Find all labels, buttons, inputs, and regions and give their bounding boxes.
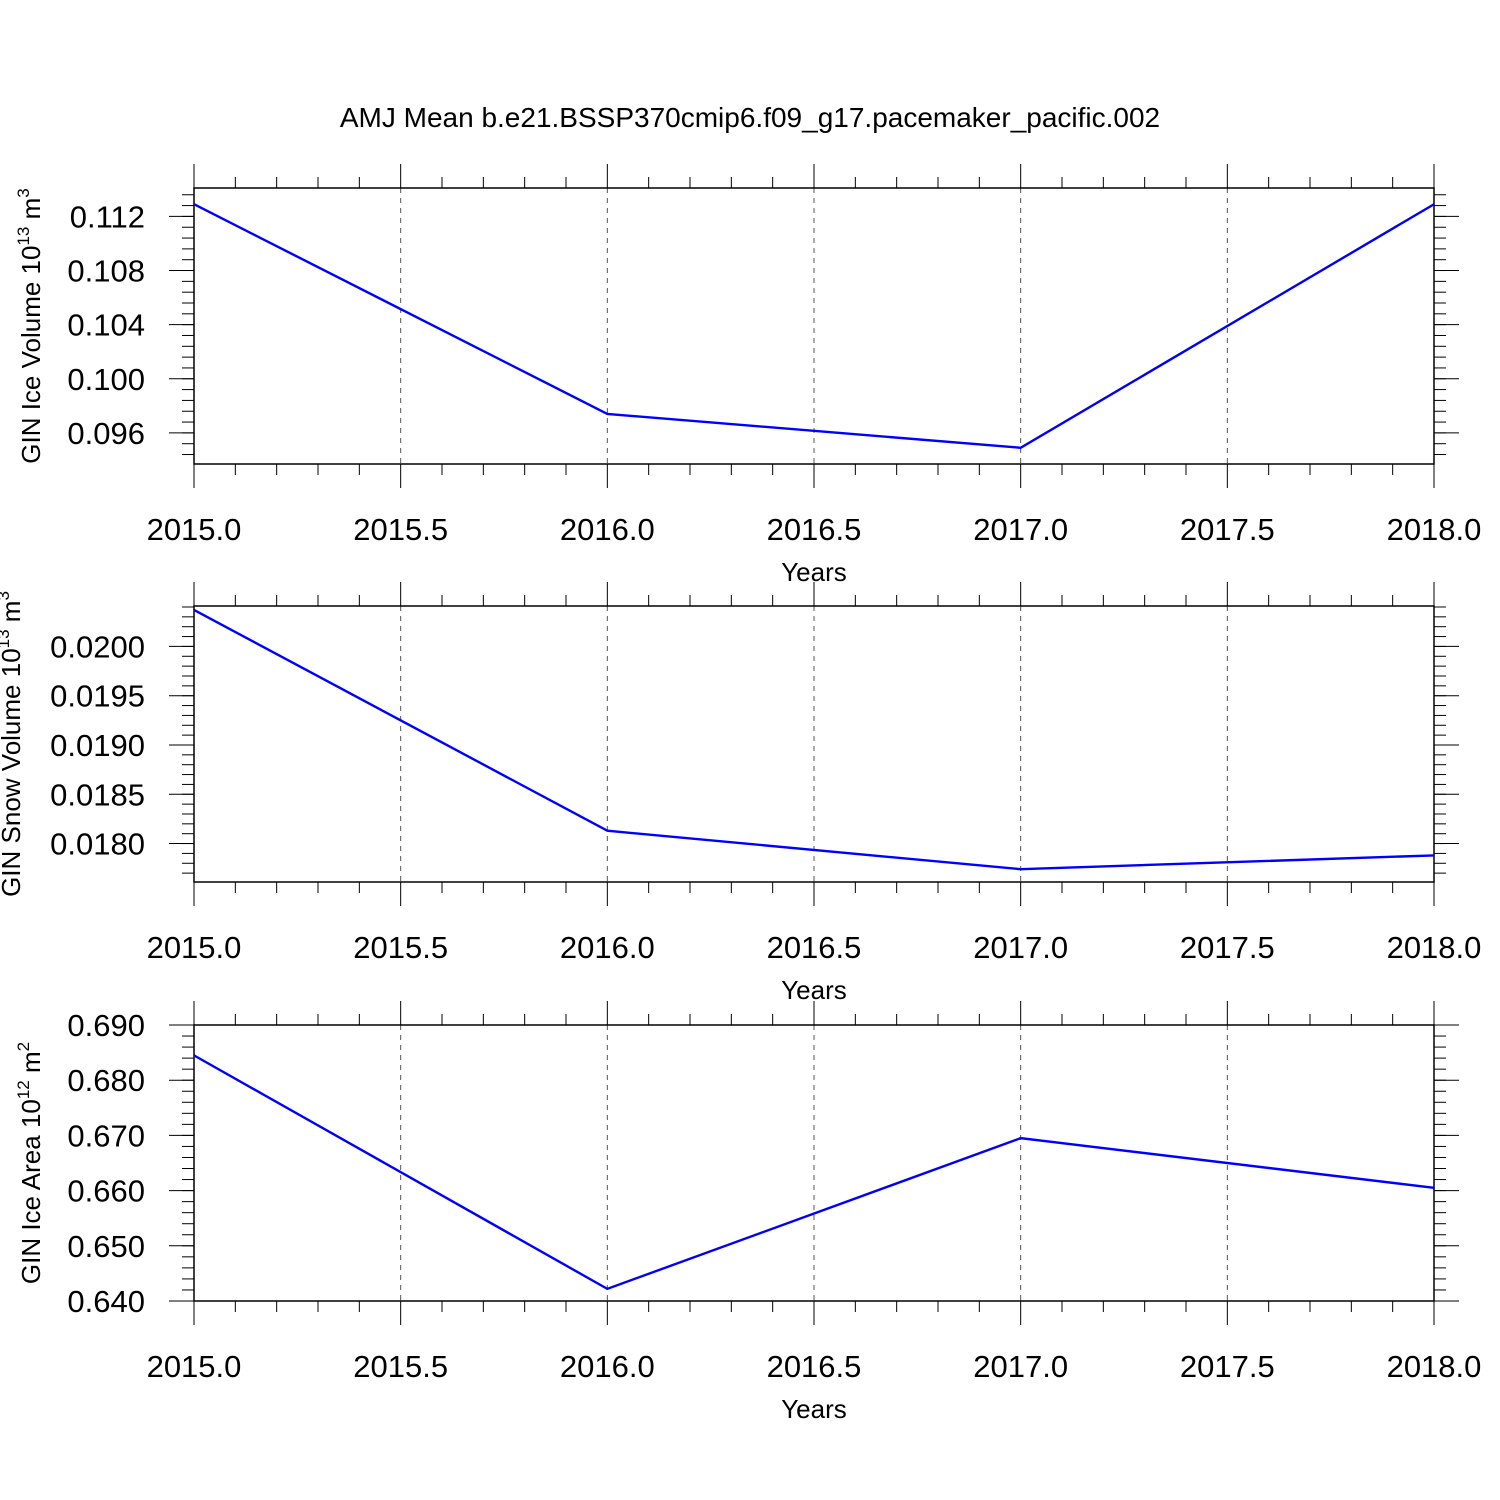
x-tick-label: 2018.0 [1387, 930, 1482, 965]
y-axis-label-superscript: 3 [14, 188, 33, 197]
x-tick-label: 2015.0 [147, 930, 242, 965]
x-tick-label: 2018.0 [1387, 1349, 1482, 1384]
x-tick-label: 2017.5 [1180, 930, 1275, 965]
x-tick-label: 2017.0 [973, 512, 1068, 547]
x-tick-label: 2016.0 [560, 512, 655, 547]
y-axis-label-text: GIN Snow Volume 10 [0, 648, 26, 897]
y-tick-label: 0.680 [67, 1063, 145, 1098]
y-axis-label-superscript: 3 [0, 591, 13, 600]
x-tick-label: 2015.5 [353, 512, 448, 547]
x-tick-label: 2015.0 [147, 512, 242, 547]
y-tick-label: 0.104 [67, 308, 145, 343]
y-tick-label: 0.096 [67, 416, 145, 451]
x-tick-label: 2016.5 [767, 512, 862, 547]
y-tick-label: 0.108 [67, 254, 145, 289]
x-tick-label: 2017.5 [1180, 512, 1275, 547]
y-tick-label: 0.660 [67, 1174, 145, 1209]
series-line [193, 203, 1435, 449]
y-axis-label: GIN Ice Volume 1013 m3 [14, 188, 46, 464]
x-tick-label: 2016.0 [560, 930, 655, 965]
y-tick-label: 0.0185 [50, 777, 145, 812]
y-axis-label-text: m [16, 198, 46, 227]
x-axis-label: Years [781, 975, 847, 1005]
y-axis-label-text: m [0, 601, 26, 630]
x-tick-label: 2017.5 [1180, 1349, 1275, 1384]
y-axis-label: GIN Snow Volume 1013 m3 [0, 591, 26, 897]
x-tick-label: 2015.5 [353, 1349, 448, 1384]
panel-3: 0.640 0.650 0.660 0.670 0.680 0.690 2015.0 2015… [14, 1001, 1481, 1424]
y-tick-label: 0.640 [67, 1284, 145, 1319]
series-line [193, 1054, 1435, 1291]
y-tick-label: 0.112 [70, 199, 145, 234]
y-tick-label: 0.0195 [50, 679, 145, 714]
y-axis-label-superscript: 12 [14, 1080, 33, 1099]
y-tick-label: 0.0200 [50, 629, 145, 664]
panels: 0.096 0.100 0.104 0.108 0.112 2015.0 2015.5 201… [0, 164, 1481, 1424]
panel-1: 0.096 0.100 0.104 0.108 0.112 2015.0 2015.5 201… [14, 164, 1481, 587]
y-axis-label: GIN Ice Area 1012 m2 [14, 1042, 46, 1284]
x-tick-label: 2018.0 [1387, 512, 1482, 547]
y-tick-label: 0.670 [67, 1118, 145, 1153]
y-axis-label-text: m [16, 1051, 46, 1080]
y-tick-label: 0.650 [67, 1229, 145, 1264]
panel-2: 0.0180 0.0185 0.0190 0.0195 0.0200 2015.0 2015… [0, 582, 1481, 1005]
y-axis-label-superscript: 13 [0, 629, 13, 648]
y-tick-label: 0.100 [67, 362, 145, 397]
x-axis-label: Years [781, 1394, 847, 1424]
y-axis-label-superscript: 2 [14, 1042, 33, 1051]
series-line [193, 608, 1435, 871]
figure-title: AMJ Mean b.e21.BSSP370cmip6.f09_g17.pace… [340, 102, 1160, 133]
x-tick-label: 2015.5 [353, 930, 448, 965]
x-tick-label: 2016.5 [767, 930, 862, 965]
x-tick-label: 2015.0 [147, 1349, 242, 1384]
y-tick-label: 0.0190 [50, 728, 145, 763]
y-tick-label: 0.690 [67, 1008, 145, 1043]
y-axis-label-text: GIN Ice Area 10 [16, 1099, 46, 1284]
x-tick-label: 2017.0 [973, 930, 1068, 965]
x-tick-label: 2016.5 [767, 1349, 862, 1384]
y-axis-label-text: GIN Ice Volume 10 [16, 246, 46, 464]
x-tick-label: 2017.0 [973, 1349, 1068, 1384]
y-axis-label-superscript: 13 [14, 227, 33, 246]
y-tick-label: 0.0180 [50, 827, 145, 862]
x-tick-label: 2016.0 [560, 1349, 655, 1384]
